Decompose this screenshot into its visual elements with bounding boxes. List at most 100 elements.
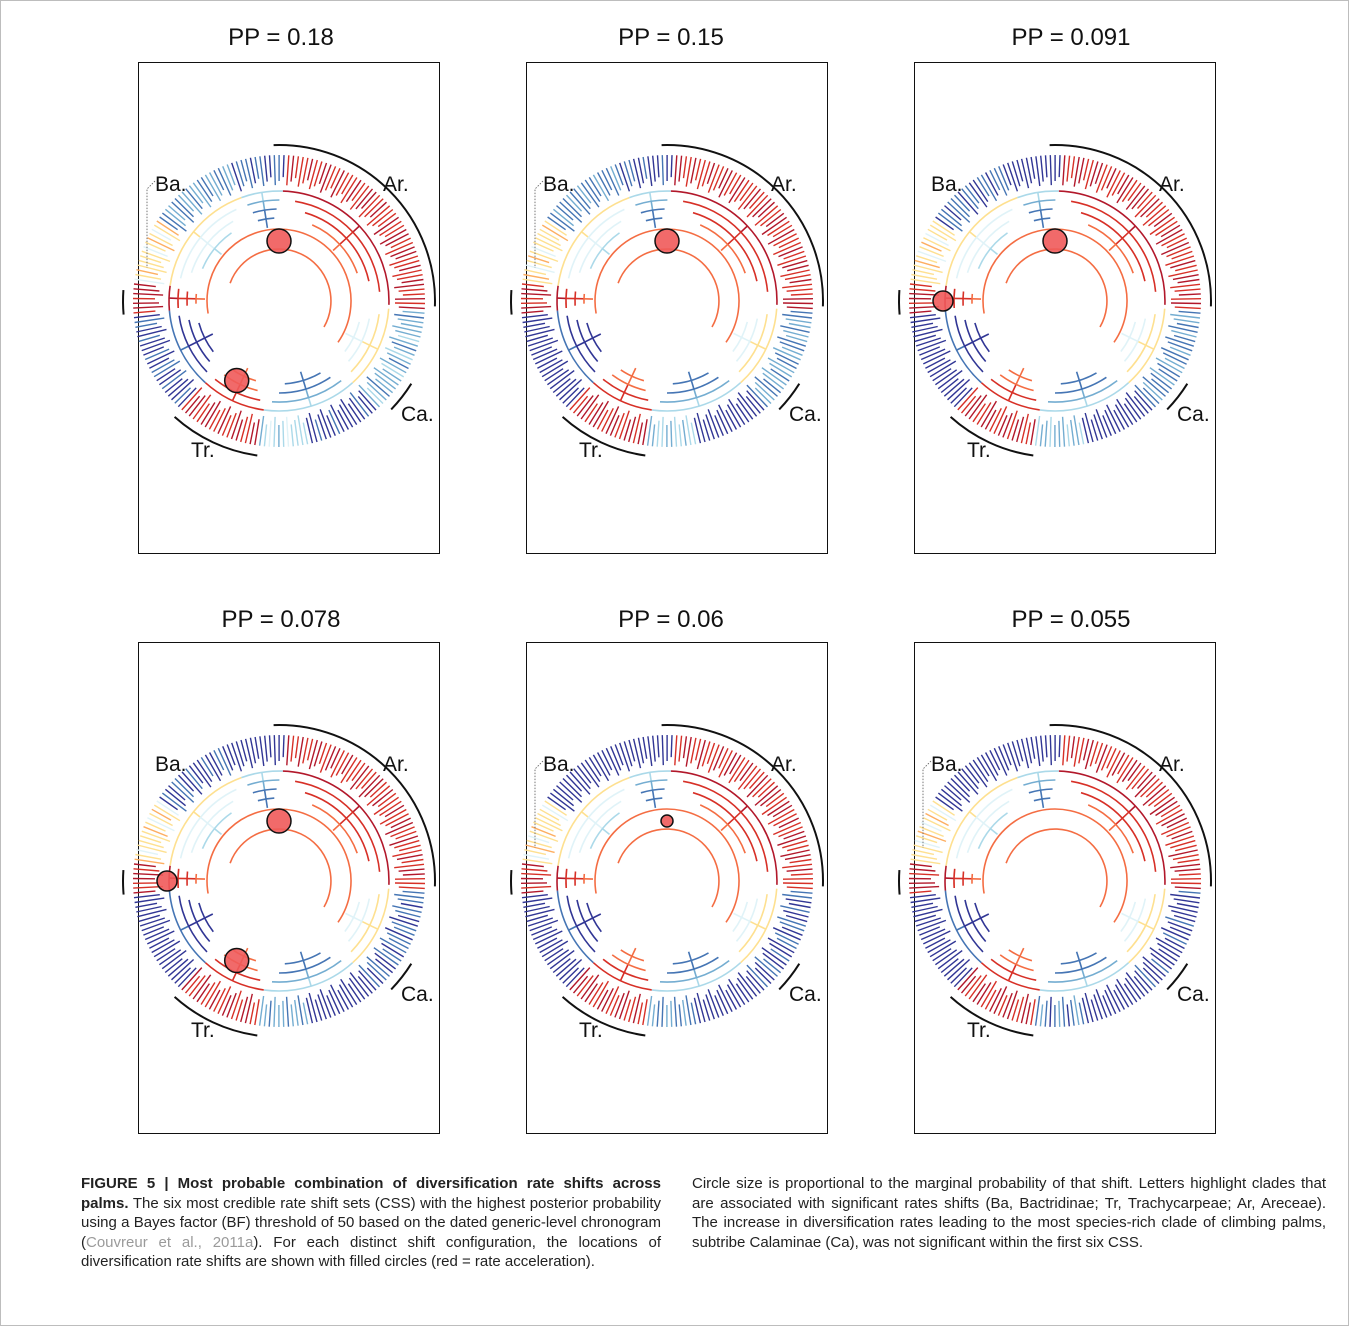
internal-connector [307,977,312,987]
tip-branch [158,369,182,386]
tip-branch [783,250,805,260]
internal-connector [206,822,216,830]
tip-branch [541,360,569,378]
tip-branch [1150,952,1173,970]
rate-shift-circle-ar [266,808,292,834]
tip-branch [286,735,290,766]
tip-branch [984,172,999,196]
tip-branch [774,352,799,365]
tip-branch [1133,975,1149,994]
tip-branch [1160,347,1189,361]
backbone-arc [617,248,720,328]
tip-branch [1170,283,1201,289]
tip-branch [1153,212,1173,228]
internal-connector [749,920,759,927]
tip-branch [1155,228,1183,245]
tip-branch [997,995,1008,1016]
tree-tips [520,155,814,447]
tip-branch [1178,310,1201,314]
internal-connector [693,968,698,978]
tip-branch [761,947,787,966]
tip-branch [402,873,425,876]
internal-connector [1128,225,1136,233]
tip-branch [767,937,795,954]
tip-branch [702,419,711,441]
tip-branch [656,1000,660,1027]
tip-branch [1178,293,1201,296]
tip-branch [1153,792,1173,808]
tip-branch [372,208,394,227]
tip-branch [544,948,564,962]
tip-branch [398,886,425,890]
tip-branch [1011,999,1020,1021]
tip-branch [997,415,1008,436]
internal-connector [262,781,266,791]
tip-branch [743,768,762,790]
tip-branch [382,948,402,962]
tip-branch [1049,416,1052,447]
clade-brackets [510,144,824,457]
tip-branch [141,250,171,263]
tip-branch [529,830,559,843]
tip-branch [302,157,309,184]
tip-branch [1020,158,1030,189]
tip-branch [989,407,1002,432]
tip-branch [968,974,988,1000]
tip-branch [308,739,318,770]
clade-label-ba: Ba. [155,173,187,196]
tip-branch [337,409,350,430]
tip-branch [164,788,187,807]
tip-branch [151,808,172,821]
tip-branch [529,919,559,932]
tip-branch [394,893,425,899]
tip-branch [181,967,203,991]
internal-arc [282,770,390,885]
tip-branch [1025,422,1032,445]
internal-arc [1033,797,1051,802]
tip-branch [670,1000,673,1027]
tip-branch [349,392,370,417]
tip-branch [778,237,800,249]
tip-branch [984,409,997,430]
tip-branch [393,346,415,356]
tip-branch [940,788,963,807]
tip-branch [402,890,425,894]
tip-branch [226,992,237,1018]
tip-branch [552,958,571,974]
clade-label-ar: Ar. [771,753,797,776]
internal-arc [1080,791,1146,862]
tip-branch [524,905,550,913]
internal-connector [695,977,700,987]
tip-branch [788,322,811,329]
tip-branch [389,255,419,266]
tip-branch [1142,376,1166,397]
tip-branch [912,849,935,856]
tip-branch [1155,808,1183,825]
tip-branch [1116,978,1134,1005]
tip-branch [642,156,648,179]
tip-branch [976,757,990,777]
internal-connector [651,209,655,220]
tip-branch [1168,849,1198,858]
tip-branch [379,937,407,954]
tip-branch [1035,156,1041,187]
clade-label-ar: Ar. [383,173,409,196]
internal-arc [169,776,242,866]
tip-branch [200,177,214,197]
clade-label-ar: Ar. [1159,173,1185,196]
tip-branch [138,259,164,269]
tip-branch [1170,298,1202,300]
tip-branch [394,302,426,305]
internal-connector [720,243,729,252]
tip-branch [384,224,405,238]
tip-branch [133,292,164,296]
tip-branch [919,926,941,936]
tip-branch [1002,744,1012,766]
tip-branch [773,813,797,827]
tip-branch [947,378,971,401]
tree-internal [556,190,778,412]
internal-connector [369,924,379,930]
tip-branch [993,406,1008,434]
tip-branch [349,765,370,790]
tip-branch [389,835,419,846]
